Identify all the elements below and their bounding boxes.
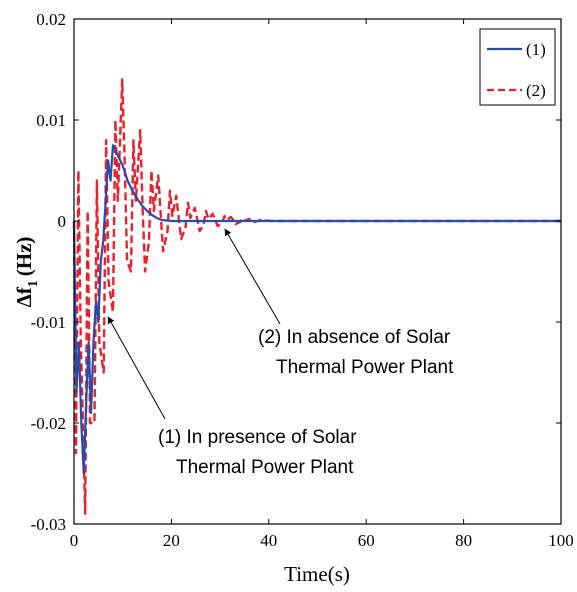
annotation-text-1-line-1: (2) In absence of Solar: [258, 327, 451, 348]
series-line-1: [72, 144, 561, 475]
y-tick-label: 0.01: [36, 111, 66, 130]
annotation-arrow-1: [224, 228, 281, 325]
x-tick-label: 20: [163, 531, 180, 550]
annotation-text-2-line-2: Thermal Power Plant: [176, 457, 354, 478]
series-layer: [72, 78, 561, 516]
legend-label-2: (2): [526, 81, 546, 100]
y-axis-label: Δf1 (Hz): [12, 237, 41, 308]
series-line-2: [72, 78, 561, 516]
x-tick-label: 40: [260, 531, 277, 550]
y-tick-label: 0: [58, 212, 67, 231]
annotation-text-2-line-1: (1) In presence of Solar: [158, 427, 357, 448]
y-axis-label-main: Δf: [12, 286, 36, 307]
x-tick-label: 60: [358, 531, 375, 550]
x-tick-label: 0: [70, 531, 79, 550]
y-tick-label: -0.02: [31, 414, 66, 433]
x-tick-label: 80: [455, 531, 472, 550]
legend: (1) (2): [479, 28, 556, 106]
y-tick-label: 0.02: [36, 10, 66, 29]
x-axis-label: Time(s): [284, 562, 350, 586]
y-axis-label-subscript: 1: [26, 280, 41, 287]
annotation-arrow-2: [107, 316, 166, 420]
legend-box: [479, 28, 556, 106]
annotation-text-1-line-2: Thermal Power Plant: [276, 357, 454, 378]
annotation-layer: (2) In absence of Solar Thermal Power Pla…: [107, 228, 454, 478]
plot-frame: [73, 18, 562, 525]
legend-label-1: (1): [526, 40, 546, 59]
x-tick-label: 100: [548, 531, 574, 550]
ticks-layer: 0 20 40 60 80 100 -0.03 -0.02 -0.01 0 0.01 0.02: [31, 10, 574, 550]
y-tick-label: -0.03: [31, 515, 66, 534]
y-tick-label: -0.01: [31, 313, 66, 332]
y-axis-label-unit: (Hz): [12, 237, 36, 277]
